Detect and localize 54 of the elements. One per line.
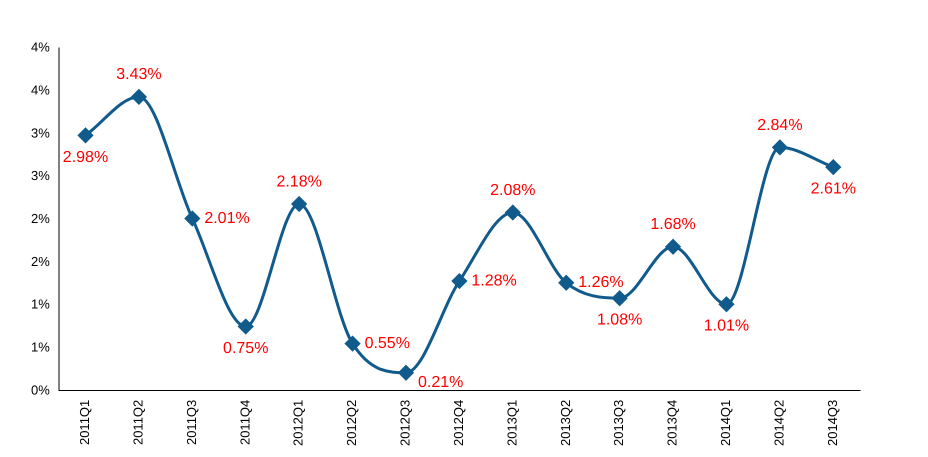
x-tick-label: 2013Q1 xyxy=(504,400,520,446)
text: 1.26% xyxy=(578,274,624,292)
text: 2.01% xyxy=(204,210,250,227)
y-tick-label: 4% xyxy=(30,82,50,98)
x-tick-label: 2013Q3 xyxy=(611,400,626,446)
y-tick-label: 3% xyxy=(30,168,50,184)
point xyxy=(452,274,467,289)
x-tick-label: 2012Q3 xyxy=(398,400,413,446)
point xyxy=(78,128,93,143)
point xyxy=(184,211,200,226)
x-tick-label: 2011Q3 xyxy=(184,400,199,446)
x-tick-label: 2011Q4 xyxy=(237,400,252,446)
y-tick-label: 0% xyxy=(30,382,50,398)
x-tick-label: 2013Q4 xyxy=(664,400,680,446)
text: 1.01% xyxy=(704,318,750,335)
y-tick-label: 1% xyxy=(30,339,50,354)
point xyxy=(131,89,146,104)
text: 1.08% xyxy=(596,312,642,329)
text: 2.08% xyxy=(490,182,536,199)
point xyxy=(398,365,414,380)
text: 2.18% xyxy=(276,173,322,190)
point xyxy=(772,140,788,155)
text: 1.68% xyxy=(650,216,696,234)
point xyxy=(238,318,254,334)
point xyxy=(666,239,681,254)
point xyxy=(505,205,520,220)
text: 0.55% xyxy=(364,335,410,352)
x-tick-label: 2014Q1 xyxy=(718,400,734,446)
x-tick-label: 2012Q2 xyxy=(344,400,360,446)
x-tick-label: 2011Q2 xyxy=(130,400,146,446)
y-tick-label: 2% xyxy=(30,254,50,269)
text: 2.84% xyxy=(757,116,803,134)
y-tick-label: 4% xyxy=(30,40,50,55)
y-tick-label: 1% xyxy=(30,296,50,312)
text: 0.75% xyxy=(223,340,268,357)
point xyxy=(558,275,574,290)
point xyxy=(612,290,628,306)
y-tick-label: 3% xyxy=(30,125,50,140)
point xyxy=(292,196,307,212)
x-tick-label: 2013Q2 xyxy=(558,400,573,446)
text: 0.21% xyxy=(418,374,464,392)
y-tick-label: 2% xyxy=(30,210,50,226)
text: 3.43% xyxy=(116,66,162,84)
x-tick-label: 2011Q1 xyxy=(77,400,92,446)
text: 2.61% xyxy=(810,180,856,198)
text: 1.28% xyxy=(471,272,517,290)
point xyxy=(345,336,360,352)
text: 2.98% xyxy=(62,148,108,166)
point xyxy=(826,160,841,175)
point xyxy=(718,296,734,312)
x-tick-label: 2012Q1 xyxy=(290,400,306,446)
x-tick-label: 2014Q3 xyxy=(824,400,840,446)
x-tick-label: 2014Q2 xyxy=(771,400,786,446)
x-tick-label: 2012Q4 xyxy=(450,400,466,446)
